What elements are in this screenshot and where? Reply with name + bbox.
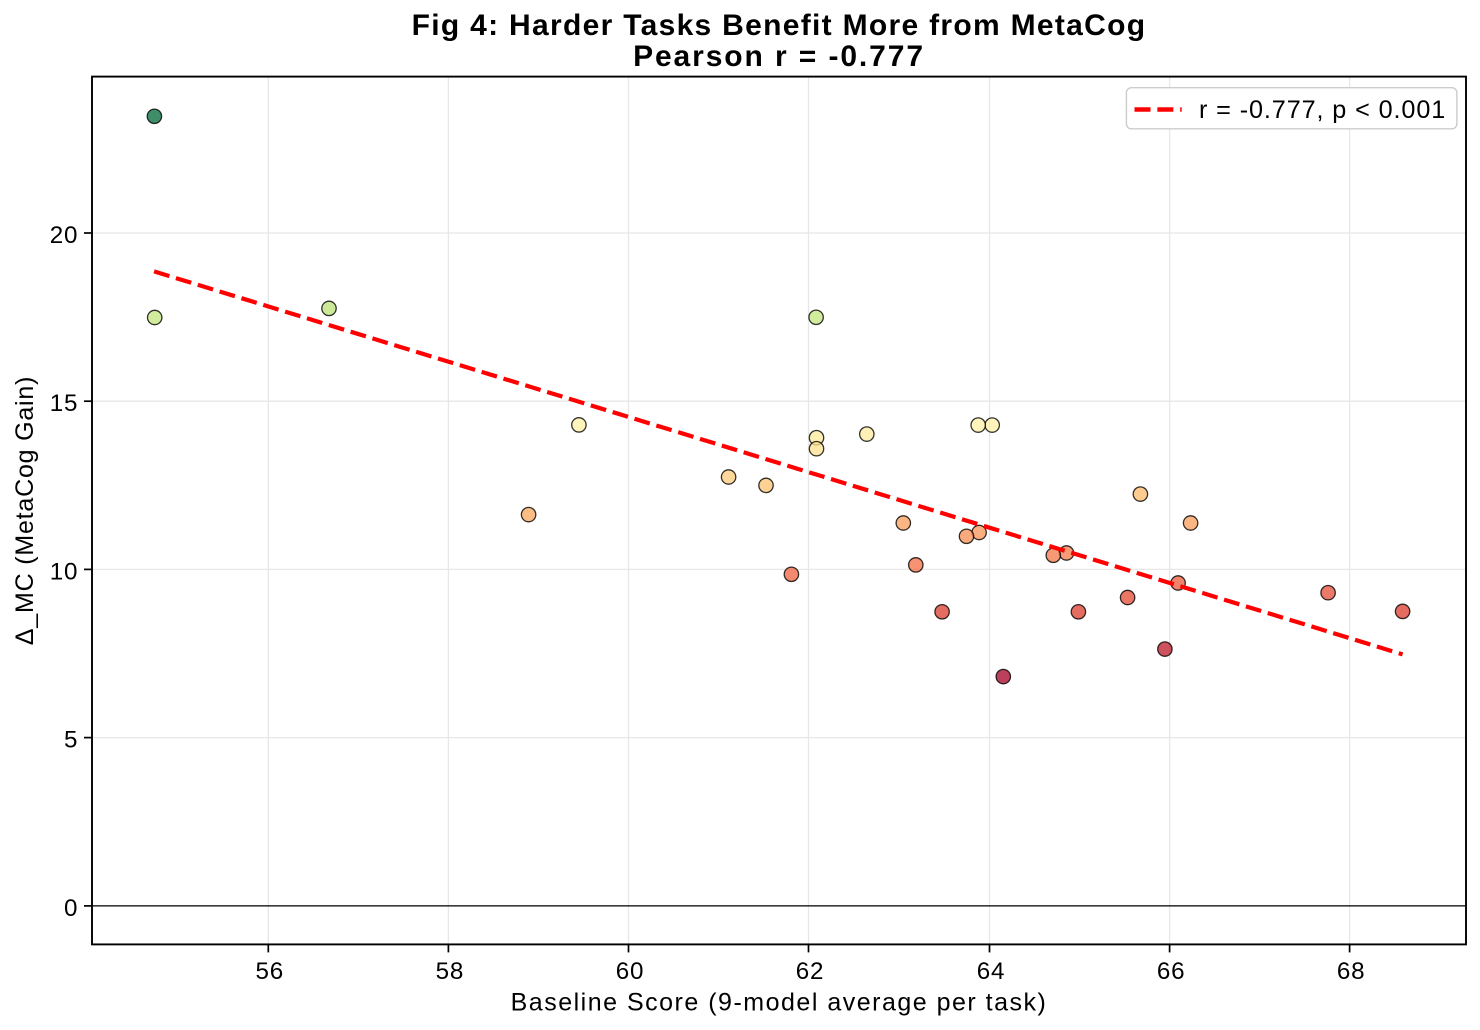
svg-text:10: 10 [50, 558, 79, 585]
svg-text:68: 68 [1337, 958, 1366, 985]
svg-text:56: 56 [256, 958, 285, 985]
svg-text:20: 20 [50, 222, 79, 249]
svg-text:62: 62 [796, 958, 825, 985]
svg-text:66: 66 [1157, 958, 1186, 985]
svg-text:58: 58 [436, 958, 465, 985]
svg-text:5: 5 [64, 727, 78, 754]
svg-text:r = -0.777, p < 0.001: r = -0.777, p < 0.001 [1199, 96, 1446, 124]
svg-text:Pearson r = -0.777: Pearson r = -0.777 [633, 40, 925, 73]
svg-text:64: 64 [977, 958, 1006, 985]
svg-text:Fig 4: Harder Tasks Benefit Mo: Fig 4: Harder Tasks Benefit More from Me… [412, 9, 1147, 42]
svg-text:0: 0 [64, 895, 78, 922]
svg-text:15: 15 [50, 390, 79, 417]
svg-text:Baseline Score (9-model averag: Baseline Score (9-model average per task… [511, 989, 1048, 1017]
svg-text:Δ_MC (MetaCog Gain): Δ_MC (MetaCog Gain) [11, 376, 39, 645]
svg-text:60: 60 [616, 958, 645, 985]
